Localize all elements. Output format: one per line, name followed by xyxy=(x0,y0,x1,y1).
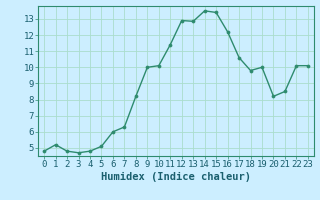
X-axis label: Humidex (Indice chaleur): Humidex (Indice chaleur) xyxy=(101,172,251,182)
